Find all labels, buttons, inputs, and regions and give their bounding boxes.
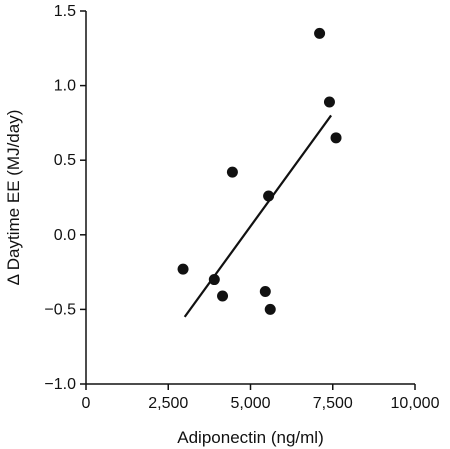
y-tick-label: 0.0 [54, 227, 76, 244]
y-tick-label: −1.0 [44, 376, 76, 393]
trend-line [183, 114, 332, 318]
x-tick-label: 0 [82, 395, 91, 412]
data-point [330, 132, 342, 144]
x-tick-label: 5,000 [230, 395, 270, 412]
data-point [208, 274, 220, 286]
y-tick-label: 0.5 [54, 152, 76, 169]
data-point [226, 166, 238, 178]
data-point [259, 285, 271, 297]
data-point [263, 190, 275, 202]
data-point [177, 263, 189, 275]
data-point [217, 290, 229, 302]
x-tick-label: 10,000 [391, 395, 440, 412]
y-tick-label: 1.0 [54, 78, 76, 95]
data-point [323, 96, 335, 108]
plot-area: −1.0 −0.5 0.0 0.5 1.0 1.5 0 2,500 5,000 7,500 10,0… [44, 3, 439, 412]
y-tick-label: 1.5 [54, 3, 76, 20]
x-axis-title: Adiponectin (ng/ml) [177, 428, 323, 447]
x-tick-label: 2,500 [148, 395, 188, 412]
y-axis-title: Δ Daytime EE (MJ/day) [4, 110, 23, 286]
data-point [314, 27, 326, 39]
y-tick-label: −0.5 [44, 301, 76, 318]
data-point [264, 303, 276, 315]
x-tick-label: 7,500 [313, 395, 353, 412]
